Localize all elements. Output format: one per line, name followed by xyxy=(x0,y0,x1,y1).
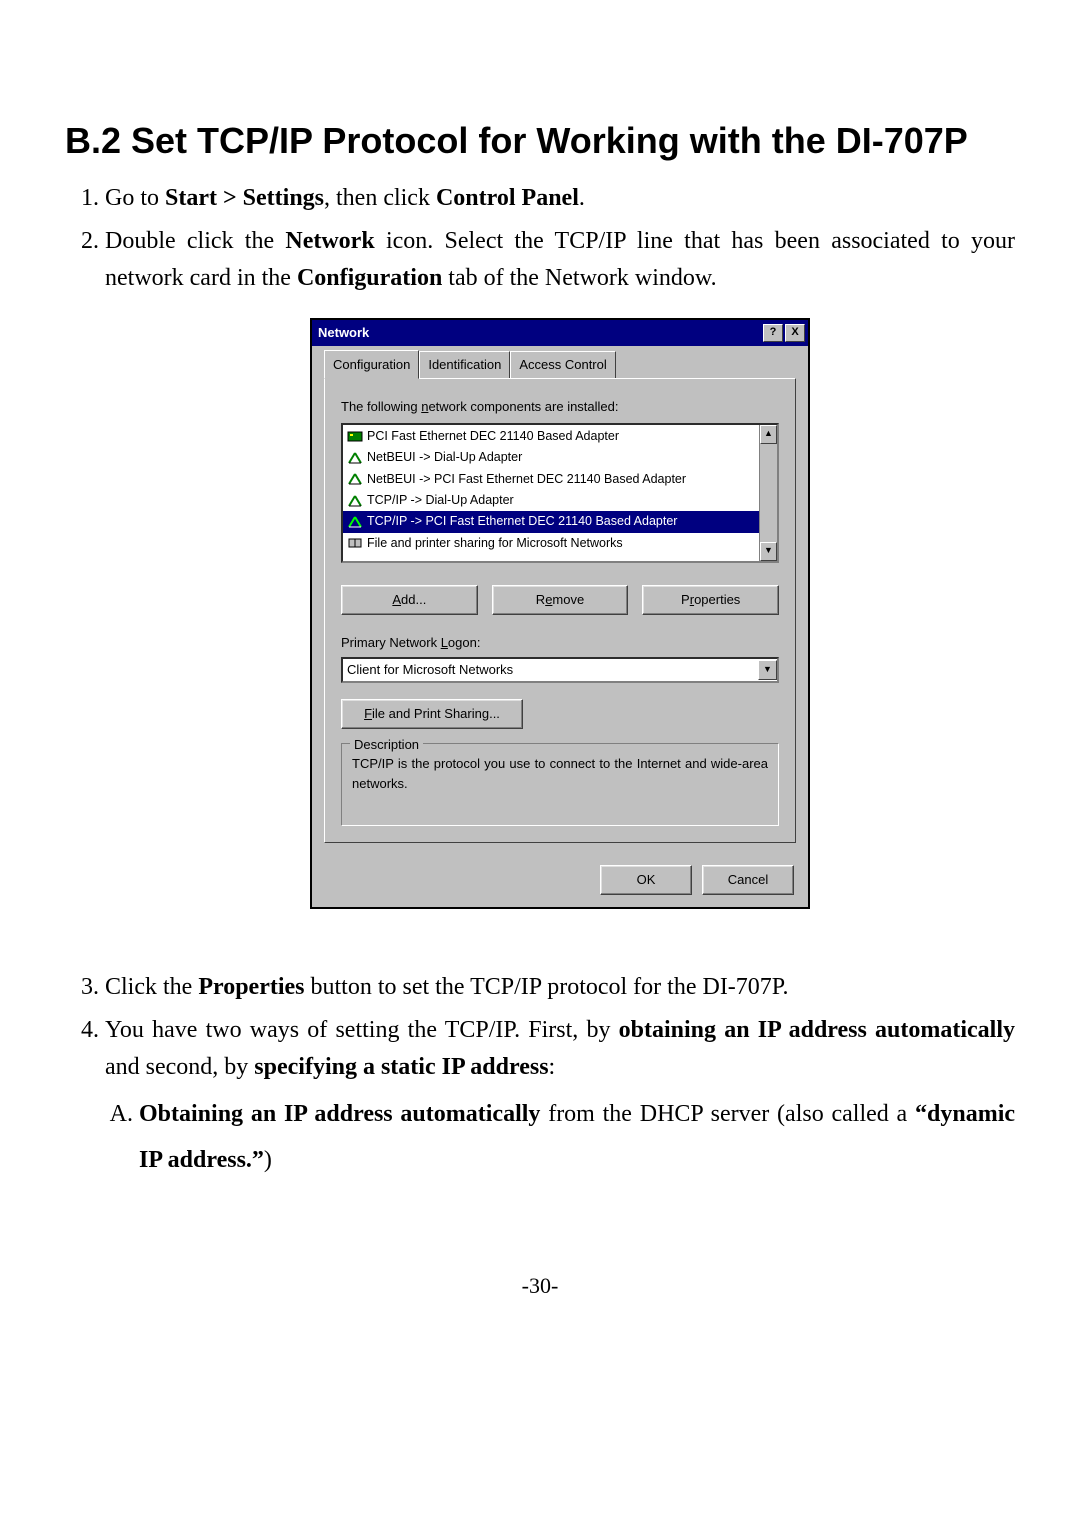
list-item-label: File and printer sharing for Microsoft N… xyxy=(367,534,623,553)
text: You have two ways of setting the TCP/IP.… xyxy=(105,1017,619,1043)
titlebar: Network ? X xyxy=(312,320,808,346)
scroll-down-button[interactable]: ▼ xyxy=(760,542,777,561)
text: ile and Print Sharing... xyxy=(372,706,500,721)
text: ) xyxy=(264,1147,272,1173)
text-bold: specifying a static IP address xyxy=(254,1054,548,1080)
text: R xyxy=(536,592,545,607)
description-group: Description TCP/IP is the protocol you u… xyxy=(341,743,779,825)
remove-button[interactable]: Remove xyxy=(492,585,629,615)
scroll-up-button[interactable]: ▲ xyxy=(760,425,777,444)
text: ogon: xyxy=(448,635,481,650)
protocol-icon xyxy=(347,493,363,509)
network-dialog: Network ? X Configuration Identification… xyxy=(310,318,810,909)
add-button[interactable]: Add... xyxy=(341,585,478,615)
text: . xyxy=(579,185,585,211)
text: Double click the xyxy=(105,228,285,254)
list-item-label: TCP/IP -> Dial-Up Adapter xyxy=(367,491,514,510)
ok-button[interactable]: OK xyxy=(600,865,692,895)
text: F xyxy=(364,706,372,721)
cancel-button[interactable]: Cancel xyxy=(702,865,794,895)
page-number: -30- xyxy=(65,1273,1015,1299)
group-title: Description xyxy=(350,735,423,755)
file-print-sharing-button[interactable]: File and Print Sharing... xyxy=(341,699,523,729)
text: Primary Network xyxy=(341,635,441,650)
text: : xyxy=(549,1054,556,1080)
list-item[interactable]: TCP/IP -> PCI Fast Ethernet DEC 21140 Ba… xyxy=(343,511,759,532)
text: etwork components are installed: xyxy=(428,399,618,414)
text-bold: Properties xyxy=(198,974,304,1000)
components-listbox[interactable]: PCI Fast Ethernet DEC 21140 Based Adapte… xyxy=(341,423,779,563)
primary-logon-label: Primary Network Logon: xyxy=(341,633,779,653)
service-icon xyxy=(347,535,363,551)
list-item[interactable]: PCI Fast Ethernet DEC 21140 Based Adapte… xyxy=(343,426,759,447)
list-item[interactable]: TCP/IP -> Dial-Up Adapter xyxy=(343,490,759,511)
list-item[interactable]: NetBEUI -> Dial-Up Adapter xyxy=(343,447,759,468)
tab-strip: Configuration Identification Access Cont… xyxy=(324,356,796,378)
list-item-label: TCP/IP -> PCI Fast Ethernet DEC 21140 Ba… xyxy=(367,512,677,531)
tab-access-control[interactable]: Access Control xyxy=(510,351,615,378)
text: dd... xyxy=(401,592,426,607)
step-1: Go to Start > Settings, then click Contr… xyxy=(105,180,1015,217)
adapter-icon xyxy=(347,429,363,445)
scrollbar[interactable]: ▲ ▼ xyxy=(759,425,777,561)
steps-list: Go to Start > Settings, then click Contr… xyxy=(65,180,1015,1183)
properties-button[interactable]: Properties xyxy=(642,585,779,615)
list-item-label: NetBEUI -> Dial-Up Adapter xyxy=(367,448,522,467)
tab-identification[interactable]: Identification xyxy=(419,351,510,378)
text: A xyxy=(392,592,401,607)
text: move xyxy=(552,592,584,607)
text-bold: Network xyxy=(285,228,374,254)
dropdown-icon[interactable]: ▼ xyxy=(758,660,777,680)
step-3: Click the Properties button to set the T… xyxy=(105,969,1015,1006)
text: from the DHCP server (also called a xyxy=(540,1101,915,1127)
components-label: The following network components are ins… xyxy=(341,397,779,417)
text: and second, by xyxy=(105,1054,254,1080)
text: operties xyxy=(694,592,740,607)
text: , then click xyxy=(324,185,436,211)
protocol-icon xyxy=(347,450,363,466)
tab-panel: The following network components are ins… xyxy=(324,378,796,843)
list-item[interactable]: NetBEUI -> PCI Fast Ethernet DEC 21140 B… xyxy=(343,469,759,490)
text: P xyxy=(681,592,690,607)
text: The following xyxy=(341,399,421,414)
window-title: Network xyxy=(318,323,369,343)
text-bold: obtaining an IP address automatically xyxy=(619,1017,1015,1043)
protocol-icon xyxy=(347,471,363,487)
list-item-label: NetBEUI -> PCI Fast Ethernet DEC 21140 B… xyxy=(367,470,686,489)
text-bold: Start > Settings xyxy=(165,185,324,211)
text: tab of the Network window. xyxy=(442,265,716,291)
tab-configuration[interactable]: Configuration xyxy=(324,350,419,379)
section-heading: B.2 Set TCP/IP Protocol for Working with… xyxy=(65,120,1015,162)
primary-logon-combo[interactable]: Client for Microsoft Networks ▼ xyxy=(341,657,779,683)
combo-value: Client for Microsoft Networks xyxy=(343,660,758,680)
sub-step-a: Obtaining an IP address automatically fr… xyxy=(139,1092,1015,1183)
protocol-icon xyxy=(347,514,363,530)
step-4: You have two ways of setting the TCP/IP.… xyxy=(105,1012,1015,1184)
sub-steps-list: Obtaining an IP address automatically fr… xyxy=(105,1092,1015,1183)
text-bold: Configuration xyxy=(297,265,442,291)
step-2: Double click the Network icon. Select th… xyxy=(105,223,1015,909)
text: button to set the TCP/IP protocol for th… xyxy=(305,974,789,1000)
text-bold: Obtaining an IP address automatically xyxy=(139,1101,540,1127)
list-item[interactable]: File and printer sharing for Microsoft N… xyxy=(343,533,759,554)
text: L xyxy=(441,635,448,650)
text: Click the xyxy=(105,974,198,1000)
list-item-label: PCI Fast Ethernet DEC 21140 Based Adapte… xyxy=(367,427,619,446)
text-bold: Control Panel xyxy=(436,185,579,211)
description-text: TCP/IP is the protocol you use to connec… xyxy=(352,754,768,794)
text: Go to xyxy=(105,185,165,211)
close-button[interactable]: X xyxy=(785,324,805,342)
help-button[interactable]: ? xyxy=(763,324,783,342)
